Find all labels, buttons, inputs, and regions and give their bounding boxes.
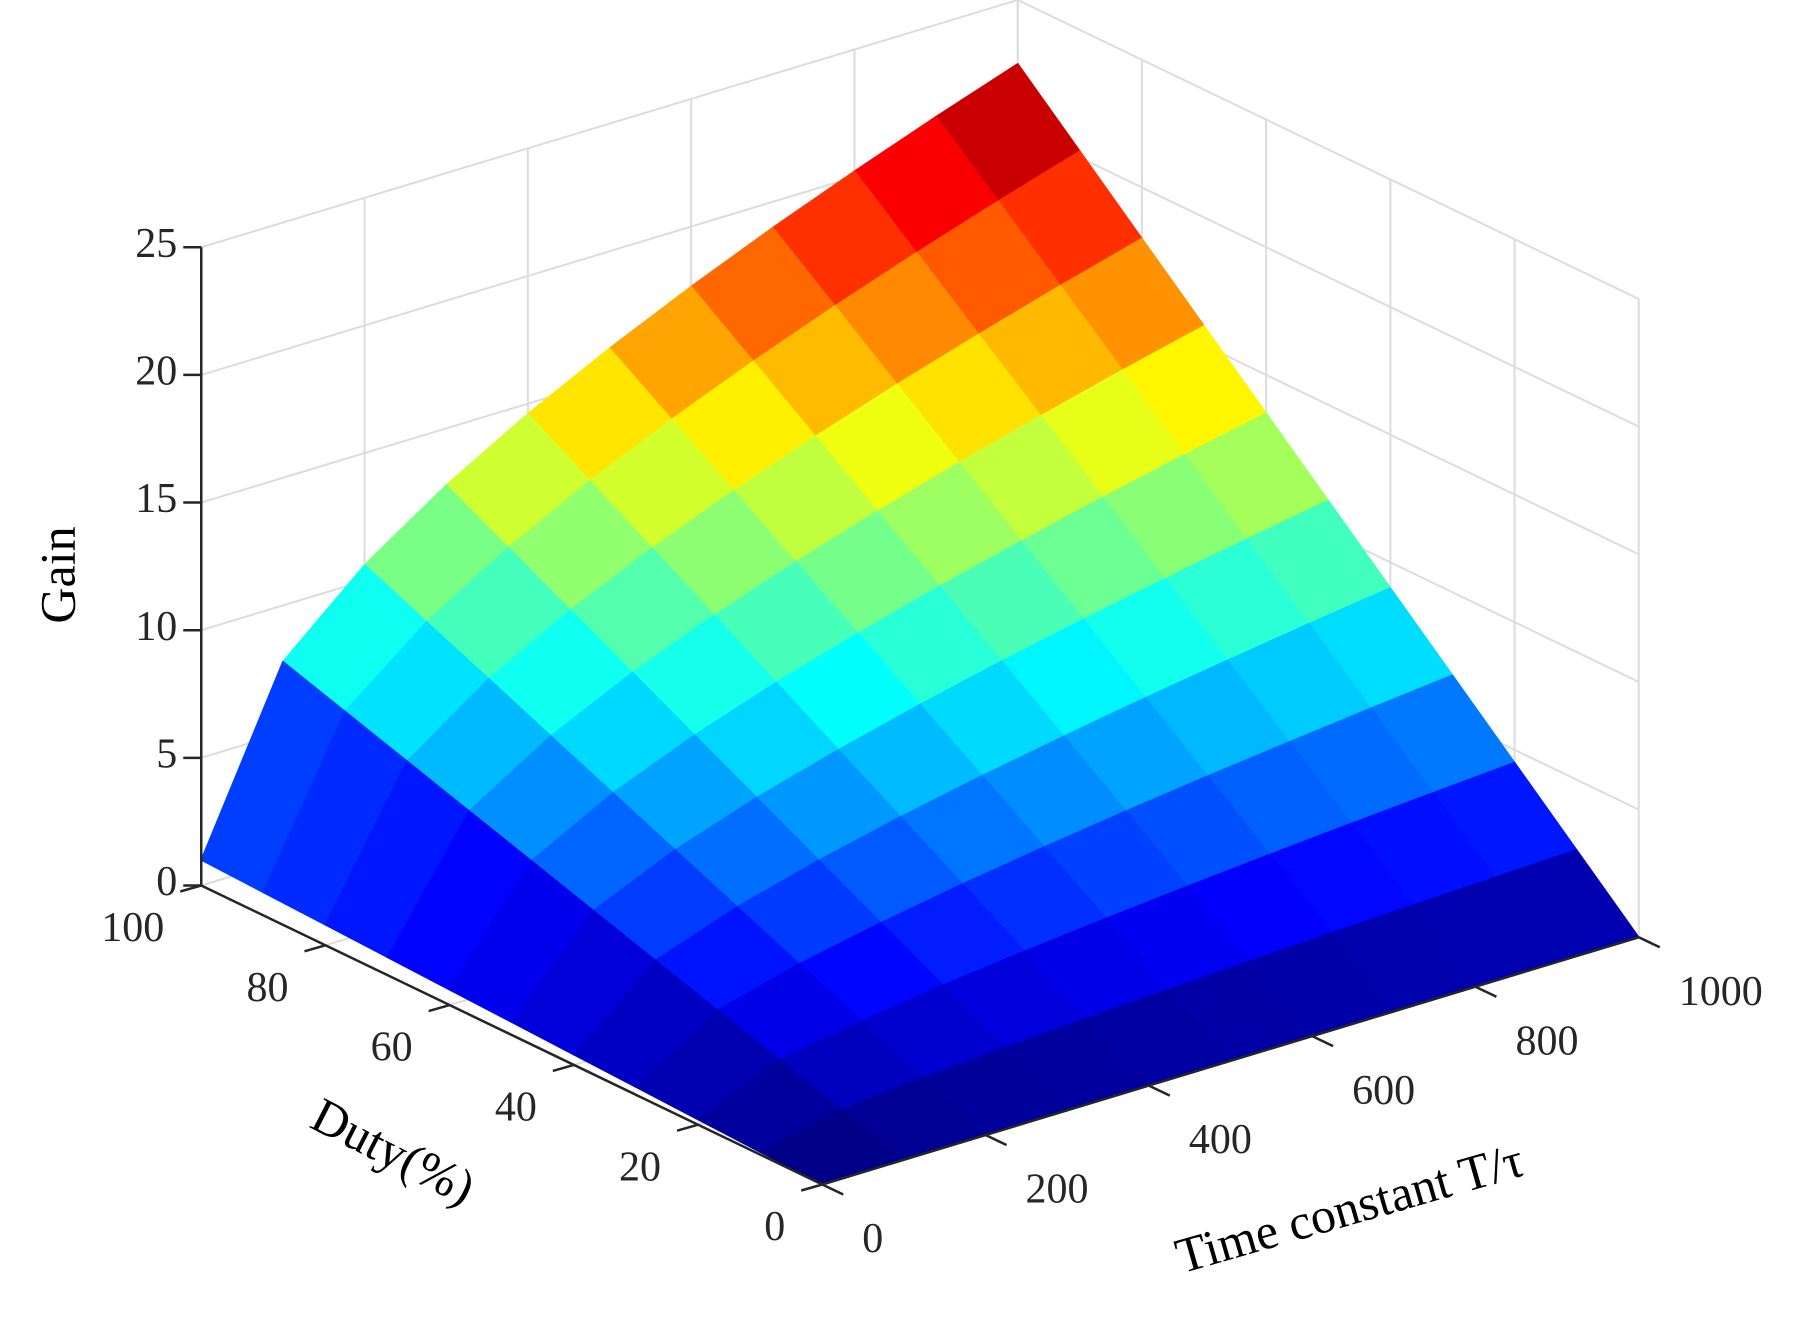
y-tick <box>179 884 202 893</box>
y-tick <box>800 1183 823 1192</box>
y-tick-label: 80 <box>246 965 288 1011</box>
y-axis-label: Duty(%) <box>303 1086 484 1215</box>
y-tick-label: 0 <box>764 1204 785 1250</box>
surface <box>200 63 1640 1186</box>
x-tick-label: 800 <box>1515 1018 1578 1064</box>
z-tick-label: 0 <box>156 859 177 905</box>
z-tick-label: 15 <box>135 476 177 522</box>
x-tick <box>1311 1035 1334 1048</box>
y-tick <box>676 1123 699 1132</box>
z-tick-label: 20 <box>135 349 177 395</box>
grid-line <box>1017 0 1640 300</box>
x-tick-label: 0 <box>862 1216 883 1262</box>
x-tick-label: 400 <box>1189 1117 1252 1163</box>
y-tick-label: 100 <box>101 905 164 951</box>
z-tick-label: 25 <box>135 221 177 267</box>
y-tick <box>552 1063 575 1073</box>
y-tick-label: 60 <box>371 1025 413 1071</box>
z-tick-label: 10 <box>135 604 177 650</box>
z-tick-label: 5 <box>156 731 177 777</box>
y-tick <box>428 1003 450 1013</box>
grid-line <box>200 0 1019 249</box>
x-tick <box>1638 936 1661 949</box>
x-tick-label: 200 <box>1026 1167 1089 1213</box>
z-axis-label: Gain <box>29 526 85 623</box>
y-tick-label: 20 <box>619 1144 661 1190</box>
y-tick <box>304 944 326 953</box>
x-tick-label: 1000 <box>1679 969 1763 1015</box>
x-tick-label: 600 <box>1352 1068 1415 1114</box>
x-tick <box>1474 985 1497 998</box>
x-axis-line <box>821 936 1640 1186</box>
x-tick <box>985 1133 1008 1147</box>
x-tick <box>821 1183 844 1196</box>
grid-line <box>1017 126 1640 428</box>
y-tick-label: 40 <box>495 1085 537 1131</box>
x-tick <box>1148 1084 1171 1097</box>
y-axis-line <box>200 884 823 1186</box>
